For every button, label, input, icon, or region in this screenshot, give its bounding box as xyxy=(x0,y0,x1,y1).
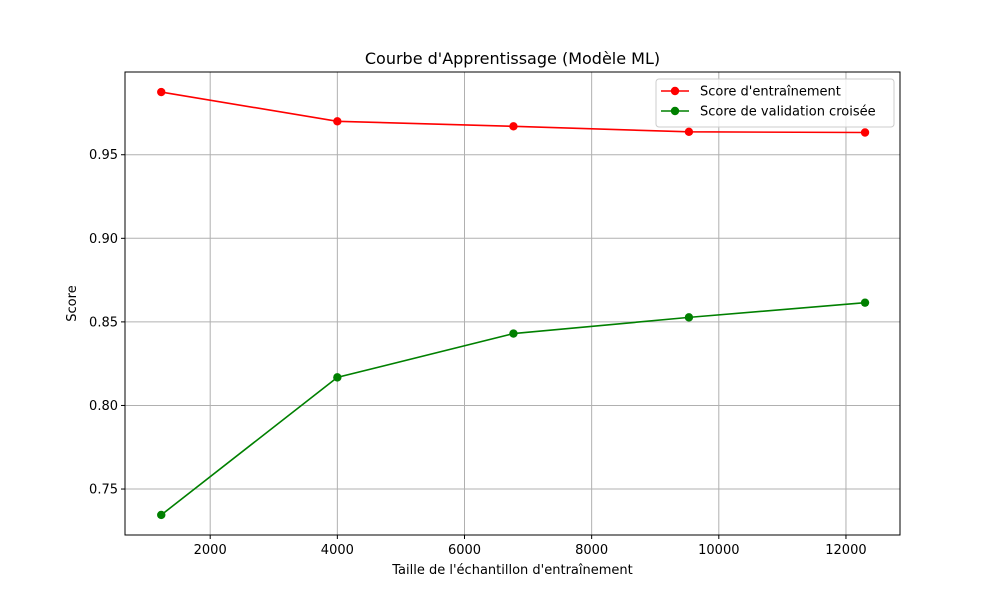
x-tick-label: 10000 xyxy=(698,543,739,558)
data-point xyxy=(509,329,518,338)
chart-title: Courbe d'Apprentissage (Modèle ML) xyxy=(365,49,660,68)
y-axis-label: Score xyxy=(65,285,80,321)
x-axis-label: Taille de l'échantillon d'entraînement xyxy=(391,563,632,578)
data-point xyxy=(860,298,870,307)
y-tick-label: 0.85 xyxy=(89,315,118,330)
x-tick-label: 4000 xyxy=(321,543,354,558)
y-tick-label: 0.75 xyxy=(89,483,118,498)
y-tick-label: 0.90 xyxy=(89,232,118,247)
data-point xyxy=(684,313,694,322)
x-tick-label: 8000 xyxy=(575,543,608,558)
chart-legend: Score d'entraînement Score de validation … xyxy=(655,78,895,128)
y-tick-label: 0.80 xyxy=(89,399,118,414)
legend-marker xyxy=(670,86,680,96)
series-lines xyxy=(157,87,870,520)
data-point xyxy=(157,510,166,520)
legend-item-1: Score d'entraînement xyxy=(661,85,841,100)
data-point xyxy=(860,128,870,137)
series-1 xyxy=(157,87,870,137)
legend-item-2: Score de validation croisée xyxy=(661,105,876,120)
legend-label: Score d'entraînement xyxy=(700,85,841,100)
legend-box xyxy=(655,78,895,128)
x-tick-label: 12000 xyxy=(825,543,866,558)
axis-ticks: 2000 4000 6000 8000 10000 12000 0.75 0.80 0.85 0.… xyxy=(89,148,867,558)
x-tick-label: 6000 xyxy=(448,543,481,558)
data-point xyxy=(684,127,694,137)
y-tick-label: 0.95 xyxy=(89,148,118,163)
data-point xyxy=(157,87,166,97)
legend-label: Score de validation croisée xyxy=(700,105,876,120)
data-point xyxy=(333,373,342,382)
x-tick-label: 2000 xyxy=(194,543,227,558)
grid-lines xyxy=(125,72,900,535)
series-2 xyxy=(157,298,870,520)
legend-marker xyxy=(670,106,680,116)
data-point xyxy=(333,117,342,126)
data-point xyxy=(509,122,518,131)
plot-frame xyxy=(124,71,901,536)
